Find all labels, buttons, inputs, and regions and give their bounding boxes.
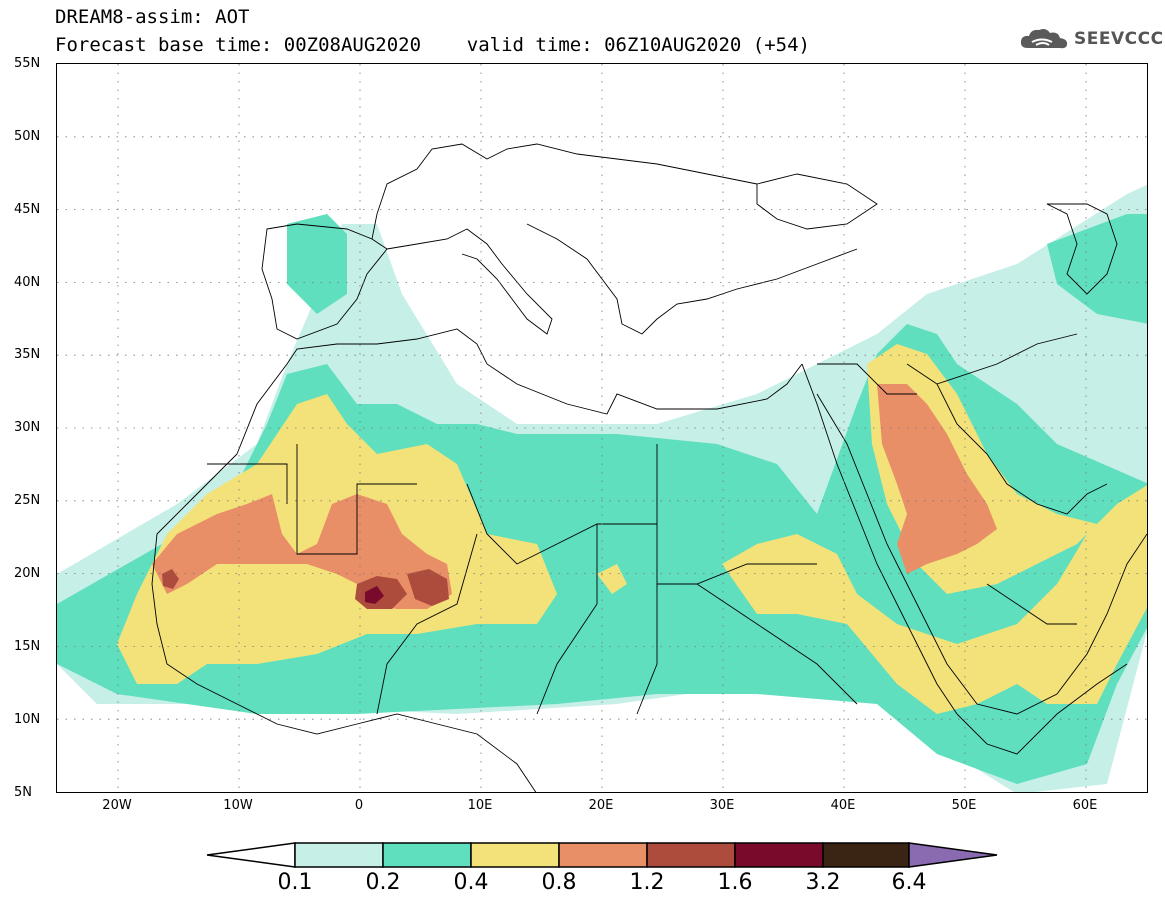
colorbar-swatch <box>294 842 384 868</box>
lat-label: 5N <box>14 785 32 800</box>
colorbar-label: 6.4 <box>891 870 927 895</box>
cloud-icon <box>1020 29 1068 49</box>
lon-label: 30E <box>709 798 735 813</box>
lat-label: 35N <box>14 347 41 362</box>
colorbar-swatch <box>734 842 824 868</box>
logo-text: SEEVCCC <box>1074 29 1164 49</box>
lon-label: 10W <box>223 798 253 813</box>
lon-label: 10E <box>467 798 493 813</box>
colorbar-swatch <box>646 842 736 868</box>
lon-label: 60E <box>1072 798 1098 813</box>
lat-label: 25N <box>14 493 41 508</box>
lon-label: 20E <box>588 798 614 813</box>
map-canvas <box>57 64 1147 792</box>
colorbar-high-arrow <box>908 842 998 868</box>
colorbar-swatch <box>558 842 648 868</box>
lat-label: 20N <box>14 566 41 581</box>
lat-label: 10N <box>14 712 41 727</box>
lat-label: 45N <box>14 202 41 217</box>
lon-label: 0 <box>354 798 364 813</box>
colorbar-label: 3.2 <box>805 870 841 895</box>
lon-label: 40E <box>830 798 856 813</box>
colorbar-label: 0.4 <box>453 870 489 895</box>
lon-label: 20W <box>102 798 132 813</box>
lat-label: 55N <box>14 56 41 71</box>
aot-map <box>56 63 1148 793</box>
colorbar-swatch <box>470 842 560 868</box>
lat-label: 40N <box>14 275 41 290</box>
colorbar-swatch <box>822 842 910 868</box>
lat-label: 30N <box>14 420 41 435</box>
colorbar-label: 0.1 <box>277 870 313 895</box>
map-title: DREAM8-assim: AOT <box>55 6 250 28</box>
aot-field-1.6-3.2 <box>365 586 384 604</box>
aot-colorbar <box>206 842 998 868</box>
lon-label: 50E <box>951 798 977 813</box>
seevccc-logo: SEEVCCC <box>1018 26 1164 52</box>
colorbar-label: 1.6 <box>717 870 753 895</box>
forecast-time-line: Forecast base time: 00Z08AUG2020 valid t… <box>55 34 810 56</box>
colorbar-low-arrow <box>206 842 296 868</box>
colorbar-label: 0.8 <box>541 870 577 895</box>
colorbar-swatch <box>382 842 472 868</box>
lat-label: 50N <box>14 129 41 144</box>
colorbar-label: 1.2 <box>629 870 665 895</box>
lat-label: 15N <box>14 639 41 654</box>
lat-lon-grid <box>57 64 1147 792</box>
colorbar-label: 0.2 <box>365 870 401 895</box>
